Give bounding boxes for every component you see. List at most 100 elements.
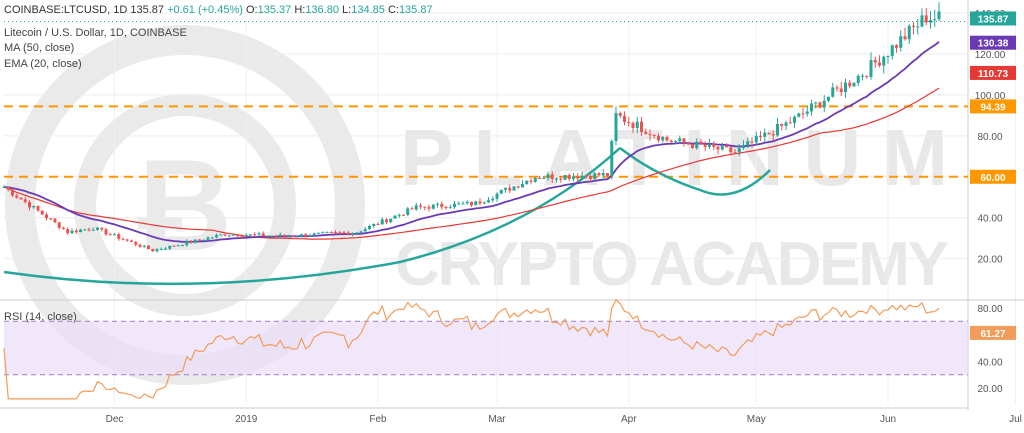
candle-body	[210, 237, 214, 239]
candle-body	[444, 207, 448, 209]
time-tick-label: Mar	[488, 414, 506, 425]
candle-body	[236, 234, 240, 237]
candle-body	[206, 237, 210, 240]
candle-body	[606, 173, 609, 176]
candle-body	[504, 187, 507, 190]
candle-body	[699, 141, 703, 145]
cup-curve	[3, 147, 621, 286]
candle-body	[338, 232, 342, 234]
candle-body	[40, 210, 44, 215]
candle-body	[448, 207, 452, 209]
candle-body	[423, 206, 427, 208]
candle-body	[869, 60, 873, 77]
watermark: Ƀ PLATINUM CRYPTO ACADEMY	[5, 25, 960, 385]
candle-body	[593, 173, 597, 179]
candle-body	[822, 100, 826, 108]
price-tick-label: 40.00	[977, 214, 1002, 225]
time-tick-label: May	[747, 414, 766, 425]
candle-body	[771, 134, 775, 136]
candle-body	[79, 229, 82, 233]
candle-body	[793, 116, 796, 123]
candle-body	[478, 201, 482, 204]
price-tag: 130.38	[978, 39, 1009, 50]
candle-body	[601, 173, 605, 176]
ma-path	[3, 87, 940, 240]
candle-body	[584, 175, 588, 177]
candle-body	[576, 176, 580, 179]
candle-body	[287, 236, 291, 238]
ma-legend[interactable]: MA (50, close)	[4, 42, 75, 54]
candle-body	[23, 199, 27, 202]
candle-body	[461, 203, 465, 205]
cup-pattern-curve	[3, 147, 771, 286]
rsi-legend[interactable]: RSI (14, close)	[4, 311, 77, 323]
candle-body	[312, 233, 316, 236]
candle-body	[920, 15, 924, 27]
open-label: O:	[245, 4, 258, 16]
candle-body	[53, 218, 57, 223]
candle-body	[720, 145, 724, 150]
candle-body	[784, 122, 788, 126]
candle-body	[742, 144, 745, 149]
ma-50-line	[3, 87, 940, 240]
candle-body	[453, 203, 456, 208]
candle-body	[134, 241, 138, 245]
ema-legend[interactable]: EMA (20, close)	[4, 58, 82, 70]
candle-body	[563, 175, 567, 180]
candle-body	[618, 112, 622, 116]
candle-body	[499, 189, 503, 194]
candle-body	[763, 132, 767, 137]
candle-body	[912, 25, 915, 27]
candle-body	[295, 236, 299, 238]
watermark-coin	[74, 94, 296, 316]
candle-body	[410, 208, 414, 210]
candle-body	[321, 232, 325, 234]
candle-body	[317, 232, 320, 234]
candle-body	[96, 227, 99, 230]
candle-body	[754, 135, 758, 143]
candle-body	[45, 214, 48, 219]
candle-body	[253, 234, 257, 236]
candle-body	[121, 238, 125, 240]
watermark-line1: PLATINUM	[400, 113, 960, 202]
candle-body	[818, 102, 822, 108]
candle-body	[283, 234, 286, 237]
candle-body	[882, 56, 886, 66]
candle-body	[266, 235, 269, 237]
watermark-line2: CRYPTO ACADEMY	[395, 230, 955, 299]
candle-body	[631, 123, 635, 129]
candle-body	[62, 227, 65, 230]
time-tick-label: Apr	[621, 414, 637, 425]
candle-body	[780, 123, 784, 126]
price-tag-bg	[970, 65, 1016, 80]
candle-body	[695, 141, 699, 149]
candle-body	[516, 186, 520, 188]
candle-body	[788, 122, 792, 124]
candle-body	[83, 229, 87, 231]
candle-body	[725, 145, 728, 148]
candle-body	[261, 233, 265, 237]
candle-body	[202, 239, 206, 241]
rsi-band	[4, 321, 968, 375]
level-price-tag: 60.00	[980, 173, 1005, 184]
candle-body	[49, 218, 53, 220]
candle-body	[168, 245, 172, 249]
price-axis[interactable]: 20.0040.0060.0080.00100.00120.00140.0094…	[970, 9, 1016, 266]
ema-20-line	[3, 41, 940, 243]
price-tag-bg	[970, 11, 1016, 26]
candle-body	[164, 248, 167, 250]
candle-body	[125, 239, 129, 241]
rsi-tick-label: 20.00	[977, 384, 1002, 395]
candle-body	[308, 235, 312, 237]
time-axis[interactable]: Dec 2019 Feb Mar Apr May Jun Jul	[0, 407, 1022, 425]
candle-body	[159, 249, 163, 251]
candle-body	[470, 201, 473, 206]
candle-body	[691, 144, 694, 149]
price-tick-label: 120.00	[975, 50, 1006, 61]
candle-body	[427, 207, 431, 209]
candle-body	[436, 203, 439, 205]
candle-body	[512, 186, 516, 191]
candles	[2, 2, 941, 253]
candle-body	[767, 132, 771, 135]
